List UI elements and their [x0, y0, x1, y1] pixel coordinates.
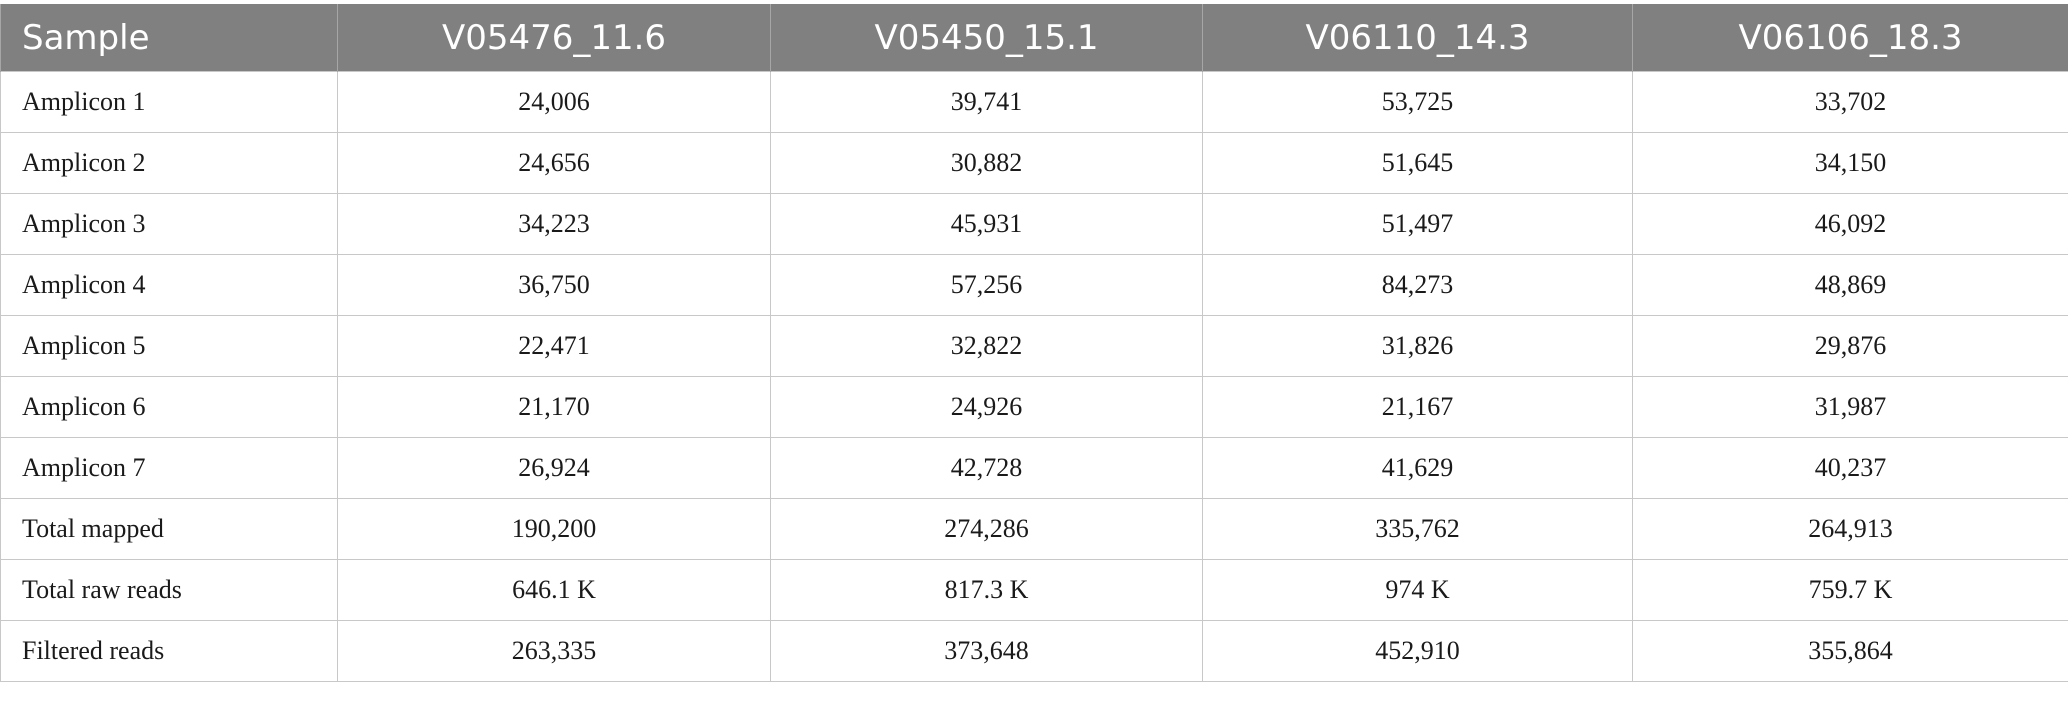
- value-cell: 452,910: [1202, 620, 1633, 682]
- value-cell: 24,006: [337, 71, 771, 133]
- row-label-cell: Amplicon 4: [0, 254, 338, 316]
- value-cell: 31,826: [1202, 315, 1633, 377]
- table-body: Amplicon 1 24,006 39,741 53,725 33,702 Amplic…: [0, 71, 2068, 682]
- value-cell: 30,882: [770, 132, 1203, 194]
- table-row: Amplicon 7 26,924 42,728 41,629 40,237: [0, 437, 2068, 499]
- table-row: Amplicon 2 24,656 30,882 51,645 34,150: [0, 132, 2068, 194]
- header-cell-sample: Sample: [0, 4, 338, 72]
- table-row: Total raw reads 646.1 K 817.3 K 974 K 759.7 …: [0, 559, 2068, 621]
- value-cell: 40,237: [1632, 437, 2068, 499]
- value-cell: 274,286: [770, 498, 1203, 560]
- header-row: Sample V05476_11.6 V05450_15.1 V06110_14…: [0, 4, 2068, 72]
- value-cell: 24,656: [337, 132, 771, 194]
- header-cell-v06106: V06106_18.3: [1632, 4, 2068, 72]
- value-cell: 373,648: [770, 620, 1203, 682]
- value-cell: 51,645: [1202, 132, 1633, 194]
- table-header: Sample V05476_11.6 V05450_15.1 V06110_14…: [0, 4, 2068, 72]
- value-cell: 190,200: [337, 498, 771, 560]
- value-cell: 21,167: [1202, 376, 1633, 438]
- value-cell: 974 K: [1202, 559, 1633, 621]
- value-cell: 263,335: [337, 620, 771, 682]
- table-row: Amplicon 4 36,750 57,256 84,273 48,869: [0, 254, 2068, 316]
- value-cell: 41,629: [1202, 437, 1633, 499]
- row-label-cell: Amplicon 5: [0, 315, 338, 377]
- value-cell: 264,913: [1632, 498, 2068, 560]
- row-label-cell: Filtered reads: [0, 620, 338, 682]
- row-label-cell: Amplicon 7: [0, 437, 338, 499]
- row-label-cell: Amplicon 6: [0, 376, 338, 438]
- value-cell: 646.1 K: [337, 559, 771, 621]
- row-label-cell: Amplicon 2: [0, 132, 338, 194]
- header-cell-v05476: V05476_11.6: [337, 4, 771, 72]
- table-row: Amplicon 5 22,471 32,822 31,826 29,876: [0, 315, 2068, 377]
- table-row: Amplicon 6 21,170 24,926 21,167 31,987: [0, 376, 2068, 438]
- value-cell: 46,092: [1632, 193, 2068, 255]
- value-cell: 22,471: [337, 315, 771, 377]
- value-cell: 26,924: [337, 437, 771, 499]
- row-label-cell: Total mapped: [0, 498, 338, 560]
- value-cell: 39,741: [770, 71, 1203, 133]
- table-row: Filtered reads 263,335 373,648 452,910 355,8…: [0, 620, 2068, 682]
- value-cell: 29,876: [1632, 315, 2068, 377]
- row-label-cell: Amplicon 1: [0, 71, 338, 133]
- value-cell: 24,926: [770, 376, 1203, 438]
- value-cell: 42,728: [770, 437, 1203, 499]
- value-cell: 36,750: [337, 254, 771, 316]
- table-row: Amplicon 1 24,006 39,741 53,725 33,702: [0, 71, 2068, 133]
- value-cell: 48,869: [1632, 254, 2068, 316]
- row-label-cell: Total raw reads: [0, 559, 338, 621]
- value-cell: 33,702: [1632, 71, 2068, 133]
- value-cell: 32,822: [770, 315, 1203, 377]
- value-cell: 34,150: [1632, 132, 2068, 194]
- table-row: Total mapped 190,200 274,286 335,762 264,913: [0, 498, 2068, 560]
- header-cell-v05450: V05450_15.1: [770, 4, 1203, 72]
- amplicon-reads-table: Sample V05476_11.6 V05450_15.1 V06110_14…: [0, 4, 2068, 682]
- value-cell: 34,223: [337, 193, 771, 255]
- value-cell: 57,256: [770, 254, 1203, 316]
- header-cell-v06110: V06110_14.3: [1202, 4, 1633, 72]
- row-label-cell: Amplicon 3: [0, 193, 338, 255]
- value-cell: 355,864: [1632, 620, 2068, 682]
- value-cell: 53,725: [1202, 71, 1633, 133]
- value-cell: 51,497: [1202, 193, 1633, 255]
- table-row: Amplicon 3 34,223 45,931 51,497 46,092: [0, 193, 2068, 255]
- value-cell: 759.7 K: [1632, 559, 2068, 621]
- value-cell: 45,931: [770, 193, 1203, 255]
- value-cell: 84,273: [1202, 254, 1633, 316]
- value-cell: 31,987: [1632, 376, 2068, 438]
- value-cell: 817.3 K: [770, 559, 1203, 621]
- data-table-container: Sample V05476_11.6 V05450_15.1 V06110_14…: [0, 4, 2068, 682]
- value-cell: 21,170: [337, 376, 771, 438]
- value-cell: 335,762: [1202, 498, 1633, 560]
